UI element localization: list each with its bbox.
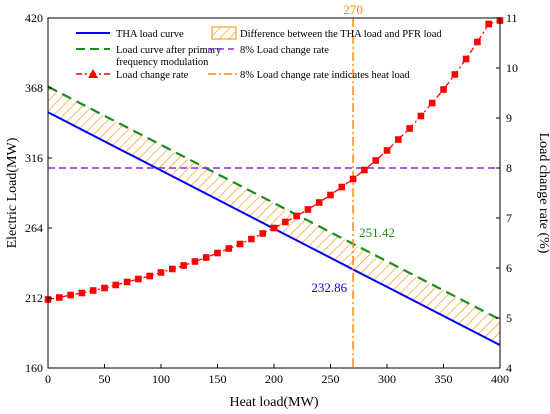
x-tick-label: 400 <box>491 372 509 386</box>
legend-label-difference: Difference between the THA load and PFR … <box>240 29 442 40</box>
rate-marker <box>123 278 131 286</box>
rate-marker <box>67 291 74 299</box>
y-right-tick-label: 6 <box>506 261 512 275</box>
rate-marker <box>248 235 255 243</box>
rate-marker <box>293 212 300 220</box>
annotation-tha-value: 232.86 <box>311 280 347 295</box>
y-left-tick-label: 420 <box>25 11 43 25</box>
rate-marker <box>56 294 63 301</box>
rate-marker <box>417 112 425 120</box>
y-right-tick-label: 11 <box>506 11 518 25</box>
legend-swatch-rate-marker <box>88 69 98 78</box>
rate-marker <box>349 175 357 183</box>
legend-swatch-difference <box>211 26 237 40</box>
rate-marker <box>112 281 120 289</box>
rate-marker <box>406 125 413 132</box>
rate-marker <box>236 240 244 248</box>
rate-marker <box>78 289 86 297</box>
rate-marker <box>485 20 492 28</box>
rate-marker <box>135 275 142 283</box>
y-left-tick-label: 316 <box>25 151 43 165</box>
rate-marker <box>101 284 108 292</box>
annotation-pfr-value: 251.42 <box>359 225 395 240</box>
rate-marker <box>202 254 210 261</box>
y-right-tick-label: 8 <box>506 161 512 175</box>
legend-label-heat: 8% Load change rate indicates heat load <box>240 70 410 81</box>
rate-marker <box>89 287 97 294</box>
rate-marker <box>451 71 459 78</box>
y-left-tick-label: 160 <box>25 361 43 375</box>
x-axis-title: Heat load(MW) <box>229 395 318 410</box>
rate-marker <box>259 230 266 237</box>
x-tick-label: 350 <box>435 372 453 386</box>
x-tick-label: 150 <box>209 372 227 386</box>
rate-marker <box>191 258 199 265</box>
y-right-tick-label: 9 <box>506 111 512 125</box>
x-tick-label: 250 <box>322 372 340 386</box>
y-right-tick-label: 7 <box>506 211 512 225</box>
x-tick-label: 200 <box>265 372 283 386</box>
legend-label-pfr: Load curve after primary frequency modul… <box>116 45 224 68</box>
rate-marker <box>225 245 233 252</box>
rate-marker <box>462 55 470 63</box>
x-tick-label: 300 <box>378 372 396 386</box>
legend-label-pfr-line2: frequency modulation <box>116 57 209 68</box>
y-axis-right-title: Load change rate (%) <box>536 133 550 254</box>
pfr-load-line <box>48 85 500 321</box>
rate-marker <box>372 157 379 164</box>
y-right-tick-label: 10 <box>506 61 518 75</box>
rate-marker <box>304 206 312 213</box>
x-tick-label: 50 <box>99 372 111 386</box>
rate-marker <box>270 224 278 232</box>
rate-marker <box>395 136 402 143</box>
x-tick-label: 100 <box>152 372 170 386</box>
legend-label-pfr-line1: Load curve after primary <box>116 45 222 56</box>
rate-marker <box>428 99 436 107</box>
load-change-rate-line <box>48 19 500 301</box>
rate-marker <box>327 191 334 199</box>
rate-marker <box>383 147 391 154</box>
annotation-270: 270 <box>343 2 363 17</box>
y-right-tick-label: 5 <box>506 311 512 325</box>
rate-marker <box>214 249 221 257</box>
legend: THA load curve Load curve after primary … <box>76 26 442 81</box>
difference-region-fill <box>48 86 500 346</box>
rate-marker <box>440 86 447 93</box>
legend-label-8pct: 8% Load change rate <box>240 45 329 56</box>
difference-shaded-region <box>48 86 500 346</box>
rate-marker <box>361 166 368 174</box>
rate-marker <box>157 269 165 276</box>
y-left-tick-label: 212 <box>25 291 43 305</box>
rate-marker <box>315 199 323 206</box>
rate-marker <box>146 272 153 280</box>
rate-marker <box>180 262 187 269</box>
y-left-tick-label: 368 <box>25 81 43 95</box>
legend-label-rate: Load change rate <box>116 70 189 81</box>
y-right-tick-label: 4 <box>506 361 512 375</box>
x-tick-label: 0 <box>45 372 51 386</box>
rate-marker <box>169 265 176 273</box>
legend-label-tha: THA load curve <box>116 29 184 40</box>
rate-marker <box>338 183 346 191</box>
y-axis-left-title: Electric Load(MW) <box>5 137 20 248</box>
rate-marker <box>474 38 481 46</box>
y-left-tick-label: 264 <box>25 221 43 235</box>
rate-marker <box>282 218 289 226</box>
